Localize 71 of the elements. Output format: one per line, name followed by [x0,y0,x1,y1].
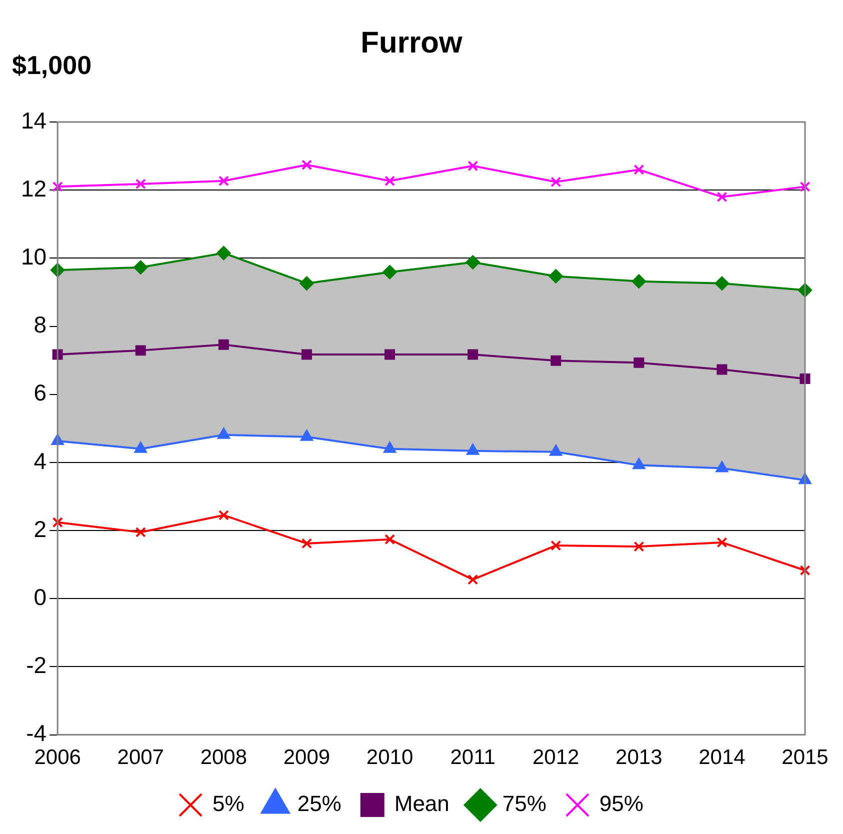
point [716,364,728,375]
y-tick-label: 4 [34,448,47,474]
point [52,517,63,528]
legend-label: 5% [212,791,244,816]
x-tick-label: 2013 [616,746,662,770]
point [301,349,312,360]
x-tick-label: 2014 [698,746,746,770]
x-tick-label: 2015 [782,746,828,770]
point [716,537,728,548]
y-tick-label: -4 [26,720,47,746]
point [716,192,728,202]
point [634,357,644,368]
point [384,534,396,545]
point [550,176,562,188]
point [300,276,314,290]
y-tick-label: 8 [34,312,47,338]
point [468,349,478,360]
legend-label: 95% [599,791,644,816]
point [468,160,478,172]
y-tick-label: 2 [34,516,47,542]
x-tick-label: 2007 [117,746,164,770]
point [550,355,562,366]
x-tick-label: 2008 [200,746,248,770]
point [466,444,480,455]
point [301,538,312,549]
y-tick-label: 10 [20,244,47,270]
point [135,526,146,538]
point [714,276,729,290]
point [716,461,728,472]
y-tick-label: -2 [26,652,47,678]
point [382,265,397,280]
point [218,510,229,520]
point [634,541,644,552]
chart-title: Furrow [360,26,463,60]
legend-label: 25% [297,791,342,816]
y-tick-label: 6 [34,380,47,406]
point [218,339,229,350]
x-tick-label: 2010 [366,746,414,770]
legend-label: Mean [394,791,450,816]
point [800,565,810,576]
point [135,178,146,190]
point [134,442,147,453]
point [216,246,231,260]
x-tick-label: 2012 [532,746,580,770]
point [634,164,644,175]
point [632,458,646,470]
y-tick-label: 14 [20,107,47,134]
x-tick-label: 2009 [283,746,330,770]
point [632,274,646,288]
legend-label: 75% [502,791,546,816]
point [384,176,396,186]
point [300,430,313,441]
point [218,176,229,186]
x-tick-label: 2006 [34,746,81,770]
point [800,181,810,192]
point [134,260,148,274]
point [217,428,230,439]
y-tick-label: 0 [34,584,47,610]
point [384,442,396,453]
point [384,349,396,360]
point [548,269,563,284]
point [550,444,562,456]
point [550,540,562,551]
y-tick-label: 12 [20,175,47,202]
y-axis-title: $1,000 [12,50,92,80]
x-tick-label: 2011 [450,746,496,770]
point [301,160,312,170]
point [466,255,480,270]
point [135,345,146,356]
point [468,574,478,585]
point [52,181,63,192]
